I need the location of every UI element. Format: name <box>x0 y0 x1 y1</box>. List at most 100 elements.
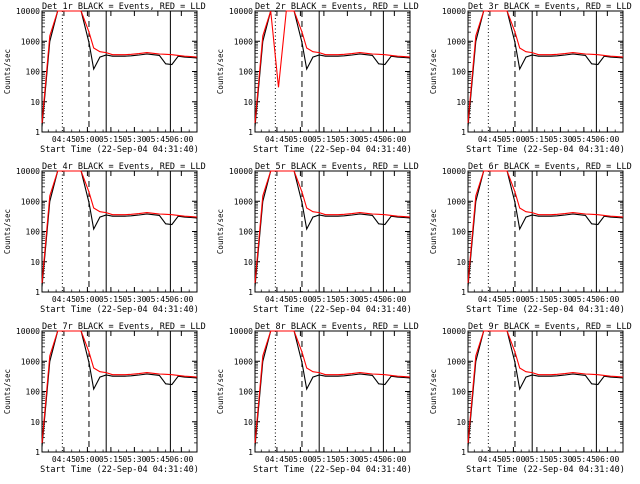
detector-panel-9: Det 9r BLACK = Events, RED = LLD 1 10 100 10… <box>429 322 632 475</box>
x-tick-label: 06:00 <box>169 295 193 304</box>
x-tick-label: 05:15 <box>99 135 123 144</box>
y-tick-label: 10000 <box>442 327 466 336</box>
x-tick-label: 05:30 <box>335 135 359 144</box>
x-axis-label: Start Time (22-Sep-04 04:31:40) <box>40 145 199 155</box>
series-line-lld <box>41 170 198 283</box>
y-tick-label: 1 <box>248 448 253 457</box>
series-line-lld <box>41 330 198 443</box>
y-tick-label: 100 <box>26 388 41 397</box>
series-line-events <box>254 330 411 447</box>
x-tick-label: 05:00 <box>75 135 99 144</box>
y-tick-label: 1 <box>461 448 466 457</box>
plot-frame <box>41 10 198 133</box>
x-tick-label: 05:15 <box>525 295 549 304</box>
y-tick-label: 1000 <box>234 357 253 366</box>
plot-frame <box>254 330 411 453</box>
detector-panel-6: Det 6r BLACK = Events, RED = LLD 1 10 100 10… <box>429 162 632 315</box>
series-line-lld <box>467 170 624 283</box>
plot-frame <box>467 330 624 453</box>
x-tick-label: 04:45 <box>478 455 502 464</box>
y-tick-label: 10 <box>456 418 466 427</box>
x-tick-label: 05:15 <box>312 295 336 304</box>
x-tick-label: 04:45 <box>265 135 289 144</box>
x-tick-label: 05:15 <box>312 135 336 144</box>
x-tick-label: 06:00 <box>169 455 193 464</box>
y-tick-label: 100 <box>452 68 467 77</box>
plot-frame <box>254 10 411 133</box>
x-tick-label: 05:45 <box>359 135 383 144</box>
y-tick-label: 100 <box>239 228 254 237</box>
x-tick-label: 05:45 <box>572 455 596 464</box>
detector-panel-3: Det 3r BLACK = Events, RED = LLD 1 10 100 10… <box>429 2 632 155</box>
x-tick-label: 05:30 <box>548 295 572 304</box>
series-line-lld <box>254 10 411 123</box>
series-line-events <box>41 330 198 447</box>
series-line-events <box>467 170 624 287</box>
y-tick-label: 10000 <box>16 7 40 16</box>
y-tick-label: 1 <box>248 128 253 137</box>
x-tick-label: 05:00 <box>501 135 525 144</box>
plot-frame <box>467 170 624 293</box>
series-line-lld <box>41 10 198 123</box>
panel-title: Det 7r BLACK = Events, RED = LLD <box>42 322 206 332</box>
x-tick-label: 05:00 <box>501 295 525 304</box>
plot-frame <box>41 330 198 453</box>
panel-title: Det 5r BLACK = Events, RED = LLD <box>255 162 419 172</box>
x-tick-label: 05:30 <box>122 295 146 304</box>
x-tick-label: 05:30 <box>548 455 572 464</box>
y-tick-label: 10000 <box>442 167 466 176</box>
x-tick-label: 05:30 <box>122 455 146 464</box>
detector-panel-4: Det 4r BLACK = Events, RED = LLD 1 10 100 10… <box>3 162 206 315</box>
x-tick-label: 05:45 <box>359 295 383 304</box>
y-tick-label: 10000 <box>229 327 253 336</box>
y-tick-label: 1 <box>461 288 466 297</box>
x-tick-label: 05:00 <box>288 455 312 464</box>
x-tick-label: 05:45 <box>359 455 383 464</box>
x-tick-label: 04:45 <box>265 295 289 304</box>
y-tick-label: 1000 <box>21 37 40 46</box>
y-tick-label: 10000 <box>229 7 253 16</box>
x-tick-label: 05:30 <box>548 135 572 144</box>
y-axis-label: Counts/sec <box>429 49 438 94</box>
y-axis-label: Counts/sec <box>3 49 12 94</box>
y-axis-label: Counts/sec <box>216 209 225 254</box>
x-axis-label: Start Time (22-Sep-04 04:31:40) <box>466 465 625 475</box>
x-tick-label: 04:45 <box>478 135 502 144</box>
x-tick-label: 05:00 <box>501 455 525 464</box>
y-tick-label: 1000 <box>21 357 40 366</box>
series-line-events <box>254 170 411 287</box>
x-tick-label: 05:00 <box>288 295 312 304</box>
y-tick-label: 1000 <box>234 197 253 206</box>
y-tick-label: 1000 <box>447 357 466 366</box>
y-tick-label: 1 <box>35 128 40 137</box>
x-axis-label: Start Time (22-Sep-04 04:31:40) <box>40 305 199 315</box>
y-tick-label: 1000 <box>21 197 40 206</box>
x-tick-label: 04:45 <box>478 295 502 304</box>
y-axis-label: Counts/sec <box>429 369 438 414</box>
x-tick-label: 05:45 <box>572 135 596 144</box>
x-axis-label: Start Time (22-Sep-04 04:31:40) <box>40 465 199 475</box>
panel-title: Det 2r BLACK = Events, RED = LLD <box>255 2 419 12</box>
series-line-events <box>467 10 624 127</box>
panel-title: Det 6r BLACK = Events, RED = LLD <box>468 162 632 172</box>
y-tick-label: 1 <box>461 128 466 137</box>
y-tick-label: 1000 <box>447 197 466 206</box>
series-line-lld <box>467 330 624 443</box>
y-tick-label: 10 <box>30 418 40 427</box>
x-tick-label: 06:00 <box>169 135 193 144</box>
x-axis-label: Start Time (22-Sep-04 04:31:40) <box>466 305 625 315</box>
x-tick-label: 05:45 <box>146 135 170 144</box>
x-tick-label: 06:00 <box>595 455 619 464</box>
x-tick-label: 05:15 <box>525 135 549 144</box>
series-line-lld <box>254 170 411 283</box>
y-tick-label: 1 <box>35 448 40 457</box>
plot-frame <box>467 10 624 133</box>
y-tick-label: 100 <box>239 388 254 397</box>
panel-title: Det 1r BLACK = Events, RED = LLD <box>42 2 206 12</box>
detector-panel-7: Det 7r BLACK = Events, RED = LLD 1 10 100 10… <box>3 322 206 475</box>
y-tick-label: 100 <box>239 68 254 77</box>
x-axis-label: Start Time (22-Sep-04 04:31:40) <box>253 145 412 155</box>
x-tick-label: 05:00 <box>288 135 312 144</box>
y-tick-label: 10000 <box>16 327 40 336</box>
